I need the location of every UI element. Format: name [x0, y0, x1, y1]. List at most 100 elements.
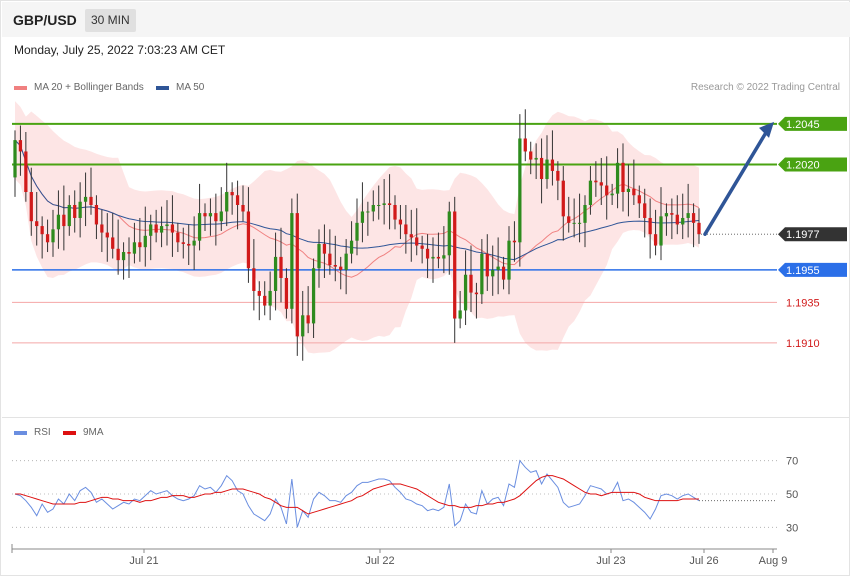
candle-body	[121, 252, 126, 261]
candle	[311, 258, 316, 339]
candle-body	[529, 151, 533, 160]
level-tag-1.2020	[778, 157, 847, 172]
candle	[29, 167, 33, 236]
candle	[111, 213, 115, 259]
rsi-tick-label-30: 30	[786, 522, 798, 534]
candle	[420, 235, 424, 264]
candle	[534, 143, 538, 180]
candle-body	[132, 242, 137, 254]
candle-body	[83, 196, 88, 202]
candle	[561, 166, 565, 241]
candle	[512, 221, 517, 262]
candle	[691, 203, 696, 248]
forecast-arrow-head	[759, 121, 774, 138]
candle	[605, 156, 609, 220]
candle-body	[138, 242, 142, 248]
level-tag-1.1955	[778, 262, 847, 277]
candle-body	[523, 138, 527, 152]
level-tag-text-1.1977: 1.1977	[786, 229, 820, 241]
candle-body	[480, 253, 484, 295]
candle-body	[273, 256, 278, 291]
candle	[637, 185, 641, 218]
forecast-arrow	[703, 121, 774, 236]
candle-body	[306, 315, 310, 324]
candle	[176, 222, 180, 253]
candle	[246, 187, 251, 283]
candle	[197, 183, 202, 251]
candle-body	[56, 214, 61, 230]
candle-body	[648, 217, 652, 235]
candle-body	[203, 213, 207, 217]
candle	[382, 179, 386, 225]
symbol-title: GBP/USD	[13, 12, 77, 28]
candle-body	[463, 274, 468, 311]
candle	[214, 193, 218, 246]
candle	[572, 198, 576, 238]
candle-body	[214, 213, 218, 222]
time-axis: Jul 21 Jul 22 Jul 23 Jul 26 Aug 9	[11, 544, 788, 567]
candle	[241, 185, 245, 222]
candle-body	[268, 290, 272, 306]
candle	[257, 281, 261, 321]
interval-button[interactable]: 30 MIN	[85, 9, 136, 32]
candle-body	[333, 265, 337, 267]
candle	[94, 195, 99, 240]
legend-ma50: MA 50	[156, 82, 204, 93]
credit-text: Research © 2022 Trading Central	[690, 82, 840, 93]
candle	[360, 182, 365, 243]
candle-body	[583, 204, 587, 223]
candle	[165, 200, 169, 246]
candle	[398, 204, 403, 240]
candle-body	[181, 242, 185, 244]
candle-body	[561, 180, 565, 217]
candle-body	[317, 243, 321, 269]
candle-body	[670, 213, 674, 215]
candle	[333, 235, 337, 282]
chart-header: GBP/USD 30 MIN	[2, 2, 850, 37]
candle-body	[545, 159, 549, 180]
candle	[170, 195, 175, 257]
candle	[208, 198, 213, 236]
rsi-tick-label-50: 50	[786, 489, 798, 501]
candle	[567, 196, 571, 233]
candle-body	[24, 151, 28, 193]
candle	[73, 190, 77, 233]
candle	[474, 282, 479, 319]
candle	[453, 196, 457, 343]
candle-body	[453, 211, 457, 319]
candle-body	[159, 226, 164, 233]
timestamp: Monday, July 25, 2022 7:03:23 AM CET	[14, 43, 226, 57]
candle-body	[257, 290, 261, 296]
candle-body	[491, 269, 495, 277]
candle-body	[588, 180, 593, 205]
candle-body	[534, 157, 538, 160]
candle	[632, 159, 636, 205]
level-label-1.1910: 1.1910	[786, 338, 820, 350]
candle	[252, 239, 256, 311]
candle-body	[360, 211, 365, 223]
candle-body	[425, 248, 430, 259]
candle-body	[632, 188, 636, 196]
candle-body	[349, 240, 354, 254]
candle-body	[263, 295, 267, 306]
time-tick-label: Jul 23	[596, 555, 625, 567]
candle	[659, 187, 663, 261]
candle-body	[290, 213, 294, 309]
candle	[181, 227, 185, 259]
candle	[436, 232, 441, 269]
candle-body	[512, 240, 517, 243]
time-tick-label: Aug 9	[759, 555, 788, 567]
candle	[577, 193, 582, 243]
candle-body	[295, 213, 299, 337]
candle	[409, 209, 413, 262]
candle	[545, 135, 549, 189]
candle	[648, 198, 652, 259]
candle-body	[355, 222, 359, 241]
panel-divider	[2, 417, 850, 418]
candle	[284, 268, 289, 319]
candle	[501, 256, 506, 290]
candle	[371, 190, 375, 222]
candle-body	[496, 266, 500, 270]
candle	[203, 203, 207, 231]
